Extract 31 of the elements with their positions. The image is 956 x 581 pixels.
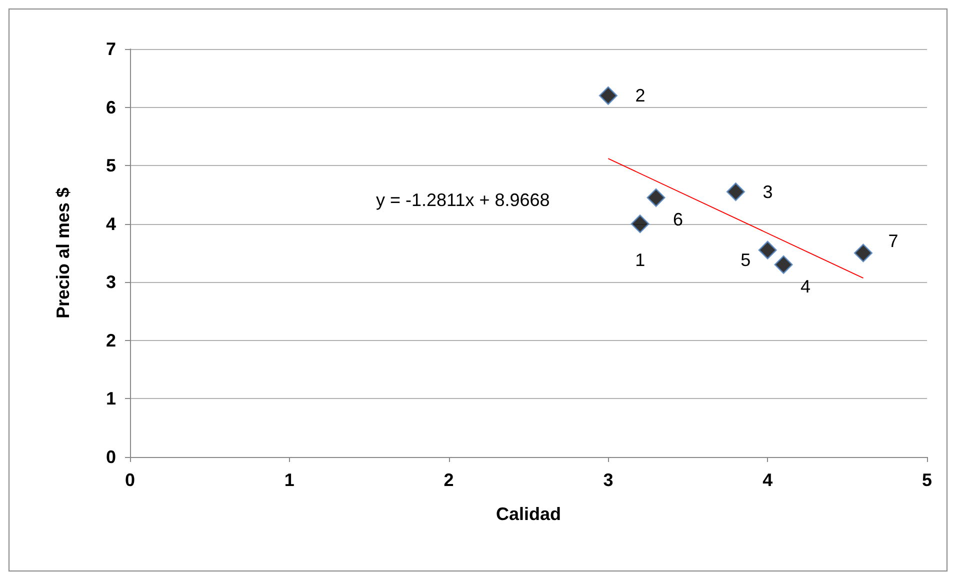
x-axis-title: Calidad bbox=[496, 504, 562, 524]
annotation: 1 bbox=[635, 250, 646, 270]
point bbox=[758, 240, 777, 260]
point bbox=[646, 188, 666, 207]
point bbox=[774, 255, 793, 274]
x-tick-label: 1 bbox=[284, 470, 294, 490]
annotation: 4 bbox=[800, 276, 811, 297]
point bbox=[630, 214, 650, 234]
annotation: y = -1.2811x + 8.9668 bbox=[376, 190, 550, 210]
y-tick-label: 4 bbox=[106, 214, 116, 234]
y-tick-label: 7 bbox=[106, 39, 116, 59]
point bbox=[854, 244, 872, 262]
y-axis-title: Precio al mes $ bbox=[53, 187, 73, 319]
y-tick-label: 6 bbox=[106, 97, 116, 118]
point bbox=[598, 86, 618, 105]
y-tick-label: 1 bbox=[106, 388, 116, 409]
x-tick-label: 5 bbox=[922, 470, 932, 490]
point bbox=[726, 182, 745, 202]
annotation: 6 bbox=[673, 210, 684, 230]
y-tick-label: 3 bbox=[106, 272, 116, 292]
x-tick-label: 3 bbox=[603, 470, 614, 490]
annotation: 3 bbox=[762, 182, 773, 202]
annotation: 2 bbox=[635, 86, 646, 106]
annotation: 5 bbox=[740, 250, 751, 270]
x-tick-label: 2 bbox=[444, 470, 454, 490]
y-tick-label: 5 bbox=[106, 156, 116, 176]
y-tick-label: 0 bbox=[106, 447, 116, 467]
x-tick-label: 0 bbox=[124, 470, 136, 490]
annotation: 7 bbox=[888, 231, 898, 251]
y-tick-label: 2 bbox=[106, 330, 116, 350]
x-tick-label: 4 bbox=[762, 470, 773, 490]
